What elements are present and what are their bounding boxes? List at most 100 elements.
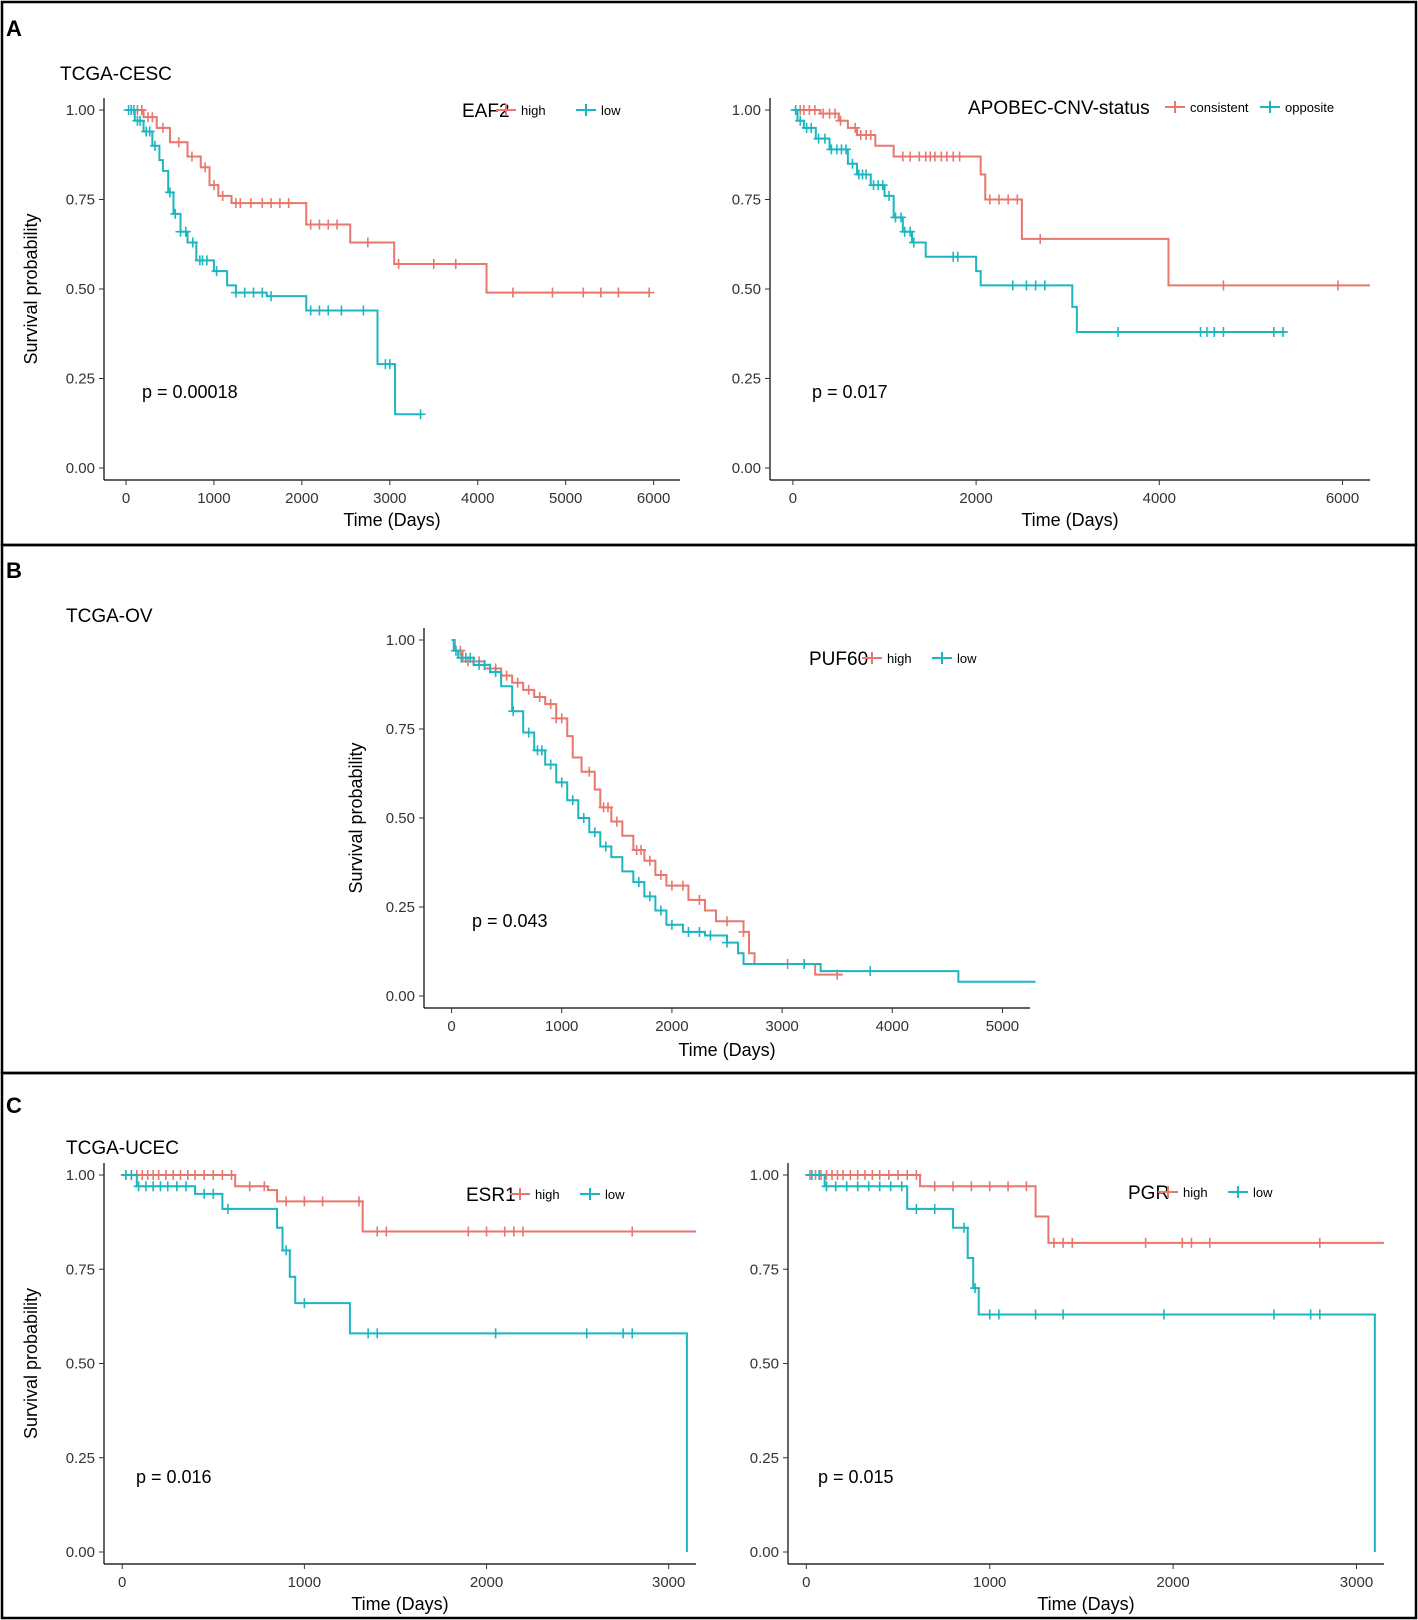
censor-mark-high xyxy=(507,287,518,298)
censor-mark-low xyxy=(201,255,212,266)
y-axis-title: Survival probability xyxy=(21,213,41,364)
censor-mark-low xyxy=(644,891,655,902)
censor-mark-high xyxy=(508,1226,519,1237)
censor-mark-low xyxy=(479,659,490,670)
censor-mark-consistent xyxy=(835,115,846,126)
y-tick-label: 0.25 xyxy=(750,1450,779,1467)
y-tick-label: 0.25 xyxy=(66,371,95,388)
censor-mark-low xyxy=(885,1181,896,1192)
censor-mark-low xyxy=(164,187,175,198)
censor-mark-high xyxy=(893,1170,904,1180)
censor-mark-high xyxy=(245,198,256,209)
censor-mark-opposite xyxy=(806,122,817,133)
km-curve-high xyxy=(806,1174,1384,1244)
panel-a-letter: A xyxy=(6,16,22,41)
x-tick-label: 4000 xyxy=(461,490,494,507)
censor-mark-opposite xyxy=(790,105,801,115)
censor-mark-high xyxy=(299,1196,310,1207)
censor-mark-consistent xyxy=(850,122,861,133)
censor-mark-low xyxy=(299,1298,310,1309)
censor-mark-low xyxy=(180,226,191,237)
censor-mark-low xyxy=(929,1203,940,1214)
censor-mark-high xyxy=(226,1170,237,1180)
censor-mark-low xyxy=(600,841,611,852)
censor-mark-low xyxy=(814,1170,825,1180)
censor-mark-opposite xyxy=(847,158,858,169)
censor-mark-consistent xyxy=(1003,194,1014,205)
x-tick-label: 2000 xyxy=(1156,1574,1189,1591)
legend-key-low xyxy=(576,104,596,116)
y-axis-title: Survival probability xyxy=(346,742,366,893)
censor-mark-opposite xyxy=(952,251,963,262)
censor-mark-low xyxy=(266,291,277,302)
censor-mark-opposite xyxy=(1021,280,1032,291)
censor-mark-low xyxy=(363,1328,374,1339)
km-curve-high xyxy=(122,1174,696,1233)
censor-mark-low xyxy=(1158,1309,1169,1320)
censor-mark-high xyxy=(235,198,246,209)
censor-mark-low xyxy=(257,287,268,298)
censor-mark-high xyxy=(362,237,373,248)
censor-mark-high xyxy=(190,1170,201,1180)
censor-mark-high xyxy=(534,691,545,702)
x-tick-label: 2000 xyxy=(285,490,318,507)
censor-mark-low xyxy=(1268,1309,1279,1320)
x-tick-label: 1000 xyxy=(545,1018,578,1035)
p-value-label: p = 0.00018 xyxy=(142,382,238,402)
legend-label-low: low xyxy=(601,103,621,118)
censor-mark-high xyxy=(323,219,334,230)
censor-mark-opposite xyxy=(895,212,906,223)
censor-mark-low xyxy=(896,1181,907,1192)
censor-mark-low xyxy=(230,287,241,298)
censor-mark-low xyxy=(852,1181,863,1192)
p-value-label: p = 0.043 xyxy=(472,911,548,931)
censor-mark-low xyxy=(523,727,534,738)
censor-mark-high xyxy=(584,766,595,777)
y-tick-label: 0.00 xyxy=(732,460,761,477)
censor-mark-high xyxy=(217,1170,228,1180)
y-tick-label: 1.00 xyxy=(750,1167,779,1184)
legend-label-high: high xyxy=(887,651,912,666)
censor-mark-low xyxy=(567,795,578,806)
censor-mark-high xyxy=(603,802,614,813)
x-tick-label: 4000 xyxy=(876,1018,909,1035)
censor-mark-opposite xyxy=(1209,326,1220,337)
x-tick-label: 0 xyxy=(447,1018,455,1035)
censor-mark-opposite xyxy=(1277,326,1288,337)
legend-label-opposite: opposite xyxy=(1285,100,1334,115)
y-tick-label: 0.50 xyxy=(732,281,761,298)
panel-c-letter: C xyxy=(6,1093,22,1118)
legend-label-high: high xyxy=(1183,1185,1208,1200)
censor-mark-opposite xyxy=(884,190,895,201)
x-tick-label: 1000 xyxy=(288,1574,321,1591)
censor-mark-high xyxy=(208,180,219,191)
censor-mark-low xyxy=(323,305,334,316)
censor-mark-consistent xyxy=(954,151,965,162)
x-tick-label: 6000 xyxy=(637,490,670,507)
y-tick-label: 1.00 xyxy=(386,632,415,649)
panel-b-cohort: TCGA-OV xyxy=(66,606,153,627)
pgr-survival-plot: 0.00 0.25 0.50 0.75 1.00 0 1000 2000 3000 Time (D… xyxy=(750,1163,1384,1614)
censor-mark-high xyxy=(911,1170,922,1180)
km-curve-low xyxy=(125,109,421,416)
censor-mark-high xyxy=(317,1196,328,1207)
censor-mark-low xyxy=(627,1328,638,1339)
censor-mark-high xyxy=(578,287,589,298)
censor-mark-consistent xyxy=(1332,280,1343,291)
censor-mark-high xyxy=(257,198,268,209)
censor-mark-low xyxy=(666,919,677,930)
x-tick-label: 1000 xyxy=(197,490,230,507)
censor-mark-low xyxy=(239,287,250,298)
censor-mark-consistent xyxy=(809,105,820,115)
censor-mark-high xyxy=(883,1170,894,1180)
censor-mark-low xyxy=(993,1309,1004,1320)
legend-label-high: high xyxy=(521,103,546,118)
censor-mark-high xyxy=(217,190,228,201)
censor-mark-opposite xyxy=(861,169,872,180)
legend-key-high xyxy=(862,652,882,664)
censor-mark-high xyxy=(1204,1237,1215,1248)
y-tick-label: 1.00 xyxy=(732,102,761,119)
censor-mark-high xyxy=(1140,1237,1151,1248)
censor-mark-low xyxy=(589,827,600,838)
censor-mark-high xyxy=(186,151,197,162)
